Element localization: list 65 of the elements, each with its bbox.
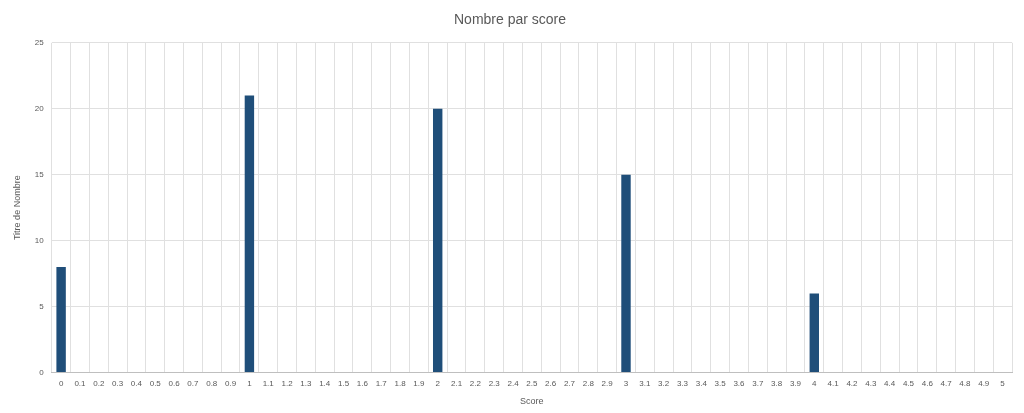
- x-tick-label: 0.1: [74, 378, 87, 388]
- x-tick-label: 2.9: [601, 378, 614, 388]
- y-tick-label: 20: [34, 103, 45, 113]
- x-tick-label: 2.1: [450, 378, 463, 388]
- x-tick-label: 3.6: [733, 378, 746, 388]
- y-tick-label: 0: [39, 367, 45, 377]
- x-tick-label: 4.3: [865, 378, 877, 388]
- chart-title: Nombre par score: [453, 11, 567, 28]
- x-tick-label: 3.5: [714, 378, 727, 388]
- x-tick-label: 3.1: [639, 378, 651, 388]
- x-tick-label: 3.9: [789, 378, 802, 388]
- x-tick-label: 1.3: [300, 378, 313, 388]
- x-tick-label: 1.5: [337, 378, 350, 388]
- y-tick-label: 25: [34, 38, 45, 47]
- x-tick-label: 4.7: [940, 378, 953, 388]
- x-tick-label: 2.7: [563, 378, 576, 388]
- x-tick-label: 4.6: [921, 378, 934, 388]
- x-tick-label: 2.4: [507, 378, 520, 388]
- y-tick-label: 15: [34, 169, 45, 179]
- x-axis-title: Score: [520, 396, 544, 407]
- x-tick-label: 3.4: [695, 378, 708, 388]
- x-tick-label: 2.2: [469, 378, 482, 388]
- x-tick-label: 4.1: [827, 378, 840, 388]
- x-tick-label: 2.3: [488, 378, 501, 388]
- x-tick-label: 0.6: [168, 378, 181, 388]
- x-tick-label: 4.4: [884, 378, 896, 388]
- x-tick-label: 3.2: [658, 378, 670, 388]
- x-tick-label: 0.4: [130, 378, 143, 388]
- bar: [56, 267, 66, 373]
- x-tick-label: 1.9: [413, 378, 425, 388]
- x-tick-label: 0.7: [187, 378, 200, 388]
- x-tick-label: 2.8: [582, 378, 595, 388]
- x-tick-label: 3.3: [676, 378, 689, 388]
- x-tick-label: 2.6: [545, 378, 557, 388]
- x-tick-label: 0: [58, 378, 64, 388]
- x-tick-label: 1.1: [262, 378, 275, 388]
- x-tick-label: 1: [247, 378, 253, 388]
- x-tick-label: 1.7: [375, 378, 388, 388]
- x-tick-label: 1.4: [319, 378, 331, 388]
- x-tick-label: 4.5: [902, 378, 915, 388]
- x-tick-label: 4.8: [959, 378, 972, 388]
- x-tick-label: 0.8: [206, 378, 218, 388]
- y-tick-label: 5: [39, 301, 45, 311]
- x-tick-label: 4.9: [978, 378, 990, 388]
- x-tick-label: 3.8: [771, 378, 783, 388]
- x-tick-label: 0.3: [112, 378, 124, 388]
- x-tick-label: 4: [812, 378, 818, 388]
- x-tick-label: 2: [435, 378, 441, 388]
- x-tick-label: 3.7: [752, 378, 764, 388]
- x-tick-label: 1.2: [281, 378, 294, 388]
- y-axis-title: Titre de Nombre: [11, 175, 22, 241]
- y-tick-label: 10: [34, 235, 45, 245]
- x-tick-label: 0.9: [225, 378, 237, 388]
- bar: [433, 108, 443, 373]
- x-tick-label: 0.5: [149, 378, 162, 388]
- x-tick-label: 5: [1000, 378, 1006, 388]
- x-tick-label: 2.5: [526, 378, 538, 388]
- x-tick-label: 4.2: [846, 378, 859, 388]
- x-tick-label: 1.6: [356, 378, 369, 388]
- bar: [244, 95, 255, 373]
- bar: [621, 174, 631, 373]
- bar: [809, 293, 819, 373]
- x-tick-label: 3: [623, 378, 629, 388]
- x-tick-label: 0.2: [93, 378, 105, 388]
- x-tick-label: 1.8: [394, 378, 407, 388]
